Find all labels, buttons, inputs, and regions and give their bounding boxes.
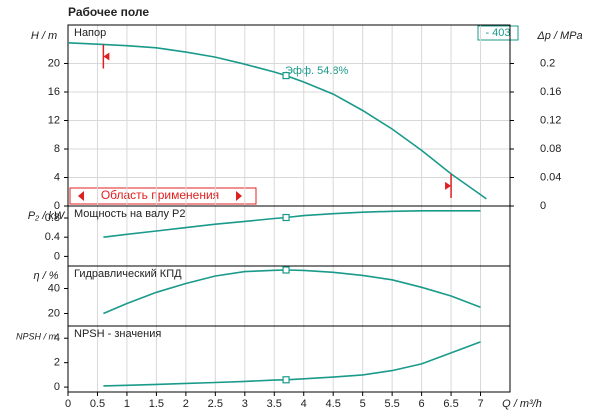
- y2-axis-label: Δp / MPa: [536, 30, 582, 42]
- x-tick-label: 3: [242, 398, 248, 410]
- y-axis-label: P₂ / kW: [28, 210, 66, 222]
- y-axis-label: H / m: [31, 30, 57, 42]
- panel-frame: [67, 325, 511, 393]
- range-marker-arrow: [103, 52, 110, 61]
- x-tick-label: 3.5: [267, 398, 282, 410]
- x-tick-label: 6: [419, 398, 425, 410]
- panel-title: Мощность на валу P2: [74, 208, 186, 220]
- y-tick-label: 0: [54, 200, 60, 212]
- chart-title: Рабочее поле: [68, 5, 149, 19]
- y2-tick-label: 0.12: [540, 114, 561, 126]
- y-tick-label: 0: [54, 381, 60, 393]
- x-tick-label: 0.5: [90, 398, 105, 410]
- y-tick-label: 0.4: [45, 231, 60, 243]
- x-tick-label: 7: [477, 398, 483, 410]
- x-tick-label: 1: [124, 398, 130, 410]
- x-tick-label: 0: [65, 398, 71, 410]
- panel-title: NPSH - значения: [74, 328, 161, 340]
- range-arrow-right: [236, 191, 242, 201]
- y2-tick-label: 0.04: [540, 171, 561, 183]
- x-tick-label: 2.5: [208, 398, 223, 410]
- x-tick-label: 5: [360, 398, 366, 410]
- y2-tick-label: 0: [540, 200, 546, 212]
- y-tick-label: 12: [48, 114, 60, 126]
- series-line: [103, 341, 481, 387]
- x-axis-label: Q / m³/h: [502, 398, 542, 410]
- y-tick-label: 2: [54, 357, 60, 369]
- operating-point: [282, 376, 290, 384]
- panel-title: Гидравлический КПД: [74, 268, 182, 280]
- y-tick-label: 40: [48, 282, 60, 294]
- x-tick-label: 5.5: [384, 398, 399, 410]
- y2-tick-label: 0.08: [540, 143, 561, 155]
- operating-point: [282, 266, 290, 274]
- range-box: [69, 187, 257, 205]
- y-axis-label: η / %: [33, 270, 58, 282]
- pump-label-box: [477, 25, 519, 41]
- operating-point: [282, 213, 290, 222]
- x-tick-label: 1.5: [149, 398, 164, 410]
- y-tick-label: 0: [54, 250, 60, 262]
- x-tick-label: 2: [183, 398, 189, 410]
- operating-point: [282, 71, 290, 80]
- range-label: Область применения: [101, 188, 219, 202]
- y2-tick-label: 0.16: [540, 86, 561, 98]
- panel-frame: [67, 24, 511, 207]
- range-arrow-left: [78, 191, 84, 201]
- range-marker-arrow: [445, 181, 452, 190]
- y-tick-label: 20: [48, 307, 60, 319]
- y-tick-label: 8: [54, 143, 60, 155]
- y-axis-label: NPSH / m: [16, 331, 57, 341]
- y-tick-label: 4: [54, 171, 60, 183]
- x-tick-label: 4.5: [326, 398, 341, 410]
- panel-title: Напор: [74, 27, 106, 39]
- efficiency-annotation: Эфф. 54.8%: [285, 65, 349, 77]
- pump-label: - 403: [485, 27, 510, 39]
- y-tick-label: 16: [48, 86, 60, 98]
- y-tick-label: 4: [54, 332, 60, 344]
- y-tick-label: 20: [48, 57, 60, 69]
- x-tick-label: 6.5: [443, 398, 458, 410]
- y2-tick-label: 0.2: [540, 57, 555, 69]
- y-tick-label: 0.8: [45, 212, 60, 224]
- x-tick-label: 4: [301, 398, 307, 410]
